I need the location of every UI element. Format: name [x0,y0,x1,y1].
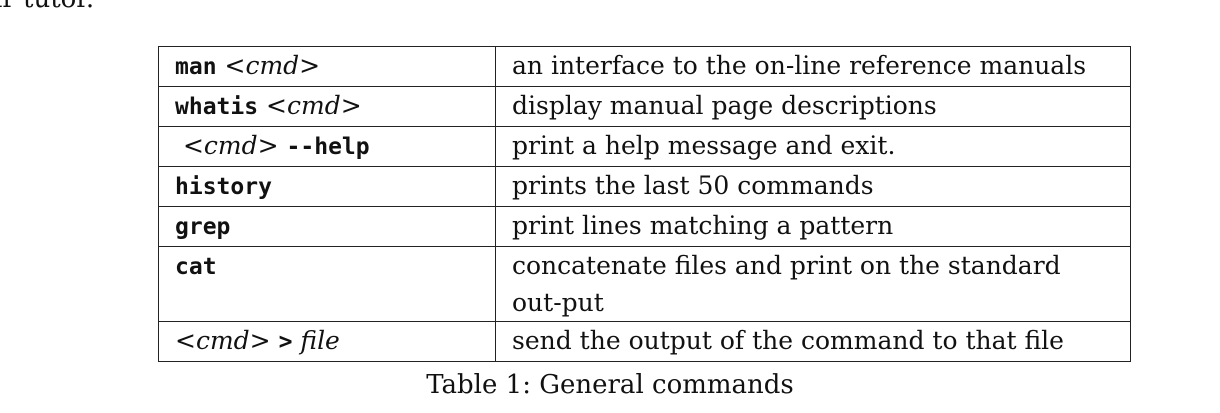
command-cell: <cmd> --help [158,126,496,167]
file-placeholder: file [300,326,340,355]
command-cell: man <cmd> [158,46,496,87]
command-cell: <cmd> > file [158,321,496,362]
greater-than-symbol: > [257,131,279,160]
description-cell: print lines matching a pattern [495,206,1131,247]
command-text: grep [175,214,231,240]
less-than-symbol: < [175,326,196,355]
table-row: whatis <cmd> display manual page descrip… [158,86,1131,127]
description-cell: send the output of the command to that f… [495,321,1131,362]
less-than-symbol: < [224,51,246,80]
command-text: cat [175,254,217,280]
command-text: history [175,174,272,200]
greater-than-symbol: > [249,326,271,355]
command-cell: grep [158,206,496,247]
command-text: whatis [175,94,259,120]
description-cell: print a help message and exit. [495,126,1131,167]
table-row: man <cmd> an interface to the on-line re… [158,46,1131,87]
description-cell: an interface to the on-line reference ma… [495,46,1131,87]
less-than-symbol: < [182,131,204,160]
greater-than-symbol: > [299,51,321,80]
table-row: <cmd> > file send the output of the comm… [158,321,1131,362]
argument-placeholder: cmd [203,131,258,160]
table-caption: Table 1: General commands [426,370,794,400]
table-row: grep print lines matching a pattern [158,206,1131,247]
table-row: cat concatenate files and print on the s… [158,246,1131,322]
command-cell: history [158,166,496,207]
argument-placeholder: cmd [287,91,341,120]
command-option: --help [286,134,370,160]
less-than-symbol: < [266,91,287,120]
table-row: history prints the last 50 commands [158,166,1131,207]
description-cell: prints the last 50 commands [495,166,1131,207]
greater-than-symbol: > [340,91,362,120]
description-cell: concatenate files and print on the stand… [495,246,1131,322]
command-cell: whatis <cmd> [158,86,496,127]
table-row: <cmd> --help print a help message and ex… [158,126,1131,167]
command-cell: cat [158,246,496,322]
argument-placeholder: cmd [245,51,300,80]
redirect-operator: > [278,329,293,355]
argument-placeholder: cmd [195,326,250,355]
command-text: man [175,54,217,80]
preceding-text-fragment: ir tutor. [0,0,94,12]
description-cell: display manual page descriptions [495,86,1131,127]
general-commands-table: man <cmd> an interface to the on-line re… [158,46,1131,362]
